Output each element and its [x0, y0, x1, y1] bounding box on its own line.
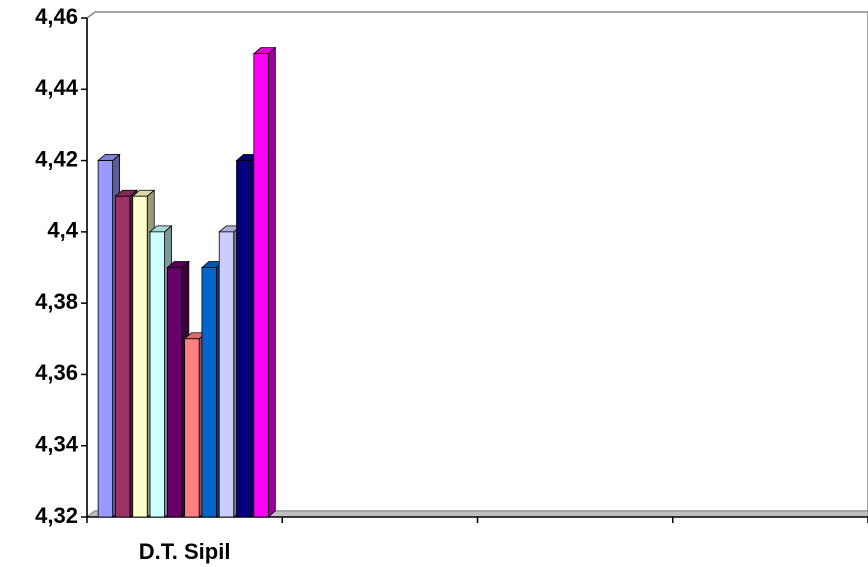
- bar: [166, 267, 183, 518]
- y-tick-label: 4,44: [35, 75, 79, 100]
- x-tick-label: D.T. Sipil: [139, 539, 231, 564]
- y-tick-label: 4,32: [35, 503, 78, 528]
- y-tick-label: 4,34: [35, 432, 79, 457]
- y-tick-label: 4,36: [35, 360, 78, 385]
- bar: [218, 231, 235, 518]
- y-tick-label: 4,42: [35, 146, 78, 171]
- bar: [132, 195, 148, 518]
- y-tick-label: 4,46: [35, 4, 78, 29]
- bar: [149, 231, 165, 518]
- bar-side: [267, 46, 276, 518]
- y-tick-label: 4,38: [35, 289, 78, 314]
- bar: [236, 160, 252, 518]
- bar: [115, 195, 131, 518]
- bar: [201, 267, 217, 518]
- bar: [184, 338, 200, 518]
- bar: [97, 160, 114, 518]
- bar: [253, 53, 269, 518]
- y-tick-label: 4,4: [47, 218, 78, 243]
